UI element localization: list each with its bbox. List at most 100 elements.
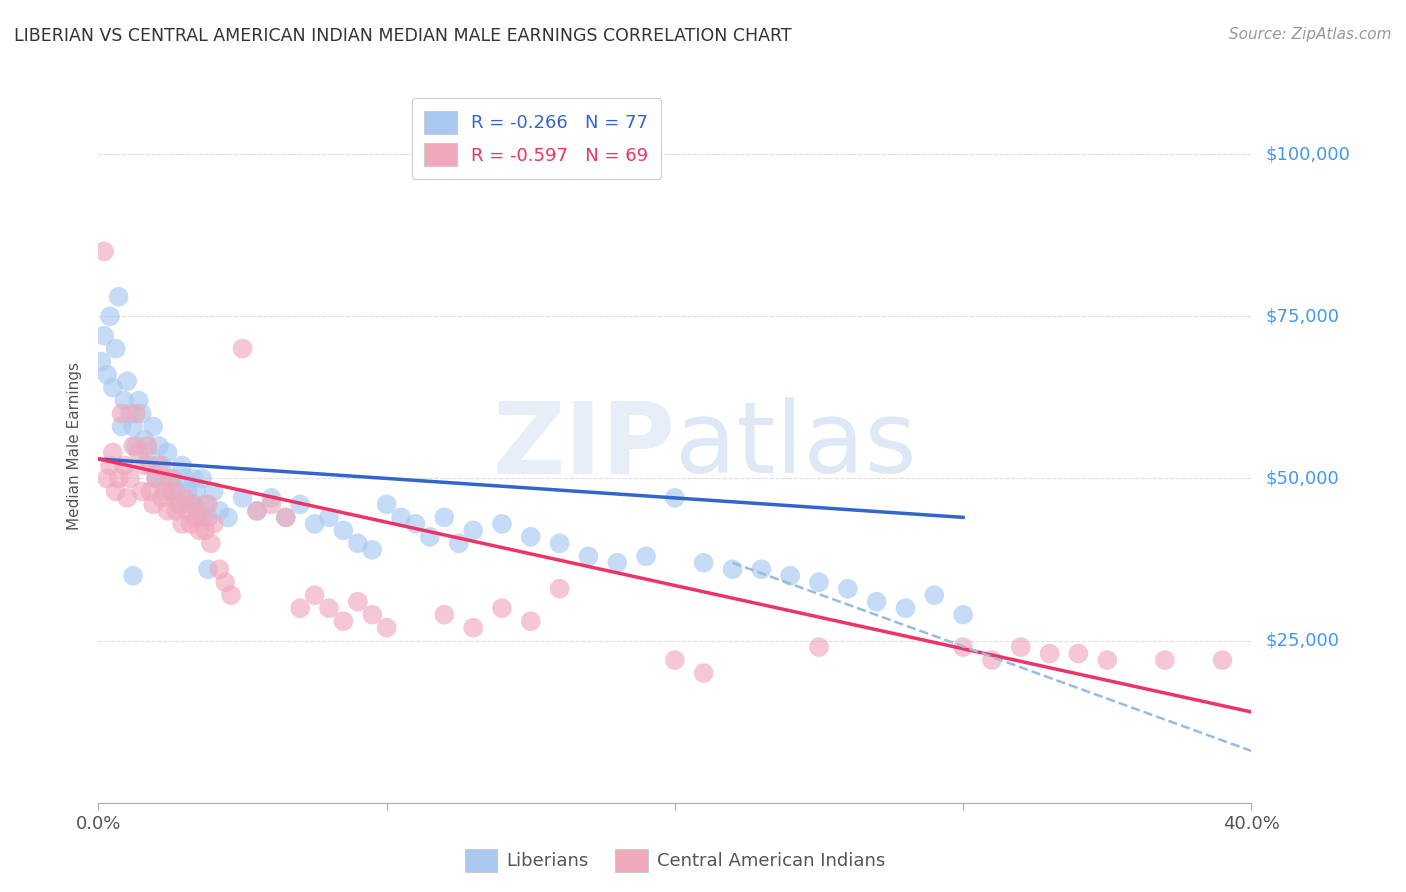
Point xyxy=(346,595,368,609)
Point xyxy=(128,445,150,459)
Point xyxy=(101,445,124,459)
Point xyxy=(332,524,354,538)
Point xyxy=(107,290,129,304)
Point xyxy=(807,575,830,590)
Point xyxy=(104,484,127,499)
Point xyxy=(110,419,132,434)
Point xyxy=(807,640,830,654)
Text: $75,000: $75,000 xyxy=(1265,307,1340,326)
Y-axis label: Median Male Earnings: Median Male Earnings xyxy=(67,362,83,530)
Point xyxy=(170,458,193,473)
Point xyxy=(1067,647,1090,661)
Point xyxy=(200,536,222,550)
Point xyxy=(98,458,121,473)
Point xyxy=(136,445,159,459)
Point xyxy=(159,471,181,485)
Point xyxy=(520,530,543,544)
Point xyxy=(170,516,193,531)
Point xyxy=(110,407,132,421)
Point xyxy=(260,497,283,511)
Point xyxy=(1010,640,1032,654)
Point xyxy=(128,393,150,408)
Point xyxy=(186,510,208,524)
Point xyxy=(148,458,170,473)
Point xyxy=(290,497,312,511)
Point xyxy=(461,621,484,635)
Point xyxy=(952,640,974,654)
Point xyxy=(174,491,197,505)
Point xyxy=(246,504,269,518)
Point xyxy=(191,510,214,524)
Point xyxy=(751,562,773,576)
Point xyxy=(131,407,153,421)
Point xyxy=(693,556,716,570)
Point xyxy=(104,342,127,356)
Point xyxy=(606,556,628,570)
Point xyxy=(375,621,398,635)
Point xyxy=(139,458,162,473)
Point xyxy=(491,516,513,531)
Point xyxy=(101,381,124,395)
Point xyxy=(93,244,115,259)
Point xyxy=(180,516,202,531)
Legend: Liberians, Central American Indians: Liberians, Central American Indians xyxy=(457,842,893,880)
Point xyxy=(165,504,187,518)
Point xyxy=(231,491,254,505)
Point xyxy=(167,497,190,511)
Point xyxy=(177,504,200,518)
Point xyxy=(188,524,211,538)
Point xyxy=(1097,653,1119,667)
Point xyxy=(150,458,173,473)
Point xyxy=(922,588,945,602)
Point xyxy=(208,504,231,518)
Point xyxy=(122,568,145,582)
Point xyxy=(208,562,231,576)
Point xyxy=(134,433,156,447)
Point xyxy=(117,491,138,505)
Point xyxy=(96,471,118,485)
Point xyxy=(167,497,190,511)
Point xyxy=(148,439,170,453)
Point xyxy=(318,510,340,524)
Point xyxy=(389,510,412,524)
Point xyxy=(274,510,297,524)
Point xyxy=(636,549,658,564)
Point xyxy=(837,582,859,596)
Point xyxy=(90,354,112,368)
Point xyxy=(447,536,470,550)
Point xyxy=(866,595,889,609)
Point xyxy=(117,374,138,388)
Point xyxy=(156,445,179,459)
Point xyxy=(231,342,254,356)
Point xyxy=(145,471,167,485)
Point xyxy=(304,588,326,602)
Point xyxy=(548,536,571,550)
Point xyxy=(142,497,165,511)
Point xyxy=(197,497,219,511)
Point xyxy=(98,310,121,324)
Point xyxy=(332,614,354,628)
Point xyxy=(693,666,716,681)
Point xyxy=(952,607,974,622)
Point xyxy=(197,562,219,576)
Point xyxy=(194,497,217,511)
Point xyxy=(165,484,187,499)
Point xyxy=(894,601,917,615)
Point xyxy=(131,484,153,499)
Point xyxy=(145,471,167,485)
Point xyxy=(183,471,205,485)
Point xyxy=(159,484,181,499)
Point xyxy=(721,562,744,576)
Text: $100,000: $100,000 xyxy=(1265,145,1350,163)
Text: ZIP: ZIP xyxy=(492,398,675,494)
Point xyxy=(361,607,384,622)
Point xyxy=(150,491,173,505)
Point xyxy=(183,497,205,511)
Point xyxy=(664,491,686,505)
Point xyxy=(186,484,208,499)
Point xyxy=(177,484,200,499)
Point xyxy=(433,510,456,524)
Point xyxy=(346,536,368,550)
Text: $25,000: $25,000 xyxy=(1265,632,1340,649)
Point xyxy=(112,458,135,473)
